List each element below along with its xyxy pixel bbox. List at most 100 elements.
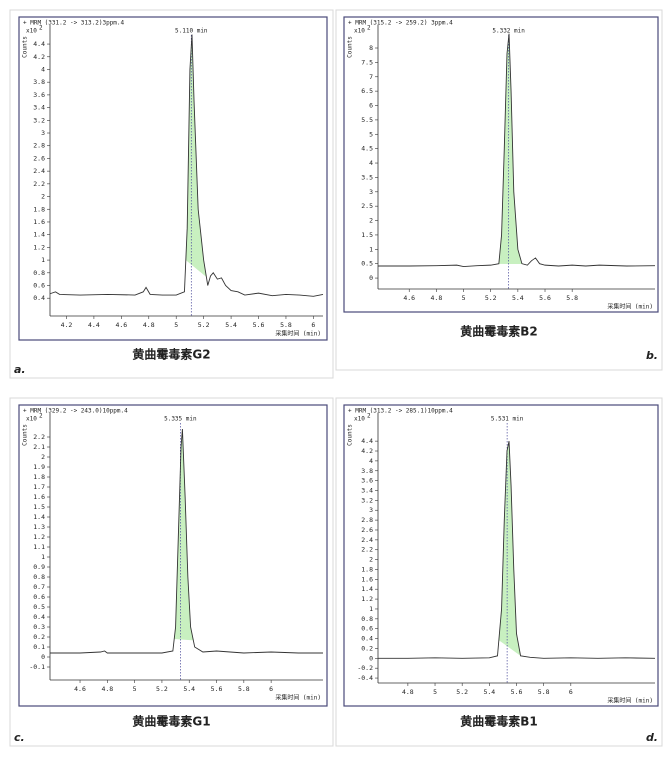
panel-letter: c.: [14, 731, 25, 744]
retention-label: 5.110 min: [175, 28, 208, 35]
y-tick-label: 1.5: [33, 503, 45, 511]
y-tick-label: 3.8: [361, 467, 373, 475]
x-tick-label: 5: [433, 688, 437, 696]
y-exponent: 2: [367, 413, 371, 420]
x-tick-label: 5.6: [211, 685, 223, 693]
y-tick-label: 2: [41, 193, 45, 201]
x-tick-label: 5.4: [225, 321, 237, 329]
x-tick-label: 4.6: [115, 321, 127, 329]
panel-letter: b.: [646, 349, 658, 362]
y-axis-label: Counts: [347, 36, 354, 58]
x-tick-label: 5.4: [512, 294, 524, 302]
y-tick-label: 7: [369, 73, 373, 81]
y-tick-label: 2.2: [361, 546, 373, 554]
x-tick-label: 5.2: [485, 294, 497, 302]
y-tick-label: 2.1: [33, 443, 45, 451]
x-tick-label: 4.6: [74, 685, 86, 693]
panel-border: [9, 397, 334, 747]
y-tick-label: 3: [41, 129, 45, 137]
y-tick-label: 0.2: [33, 633, 45, 641]
chart-header: + MRM (331.2 -> 313.2)3ppm.4: [23, 20, 125, 27]
x-tick-label: 5.8: [538, 688, 550, 696]
y-tick-label: 2.8: [361, 516, 373, 524]
y-tick-label: 1.6: [361, 575, 373, 583]
y-tick-label: 2.6: [361, 526, 373, 534]
y-exponent: 2: [39, 25, 43, 32]
panel-caption: 黄曲霉毒素G1: [132, 714, 210, 729]
y-tick-label: 1.6: [33, 493, 45, 501]
x-axis-label: 采集时间 (min): [275, 330, 321, 338]
panel-caption: 黄曲霉毒素G2: [132, 347, 210, 362]
y-tick-label: 4: [41, 65, 45, 73]
panel-border: [9, 9, 334, 379]
y-tick-label: 0.6: [33, 593, 45, 601]
y-tick-label: 1: [369, 245, 373, 253]
y-tick-label: -0.1: [29, 663, 45, 671]
x-tick-label: 5.2: [198, 321, 210, 329]
y-tick-label: 0.8: [361, 615, 373, 623]
y-scale: x10: [26, 28, 37, 35]
chromatogram-line: [378, 441, 656, 659]
y-tick-label: 3.4: [33, 104, 45, 112]
y-tick-label: 0.8: [33, 269, 45, 277]
y-tick-label: 1.2: [361, 595, 373, 603]
y-tick-label: 1.3: [33, 523, 45, 531]
x-axis-label: 采集时间 (min): [607, 697, 653, 705]
x-tick-label: 6: [311, 321, 315, 329]
y-tick-label: 0.4: [361, 635, 373, 643]
y-tick-label: 0.6: [33, 282, 45, 290]
y-scale: x10: [26, 416, 37, 423]
x-axis-label: 采集时间 (min): [607, 303, 653, 311]
chart-header: + MRM (315.2 -> 259.2) 3ppm.4: [348, 20, 453, 27]
x-tick-label: 5: [462, 294, 466, 302]
y-scale: x10: [354, 28, 365, 35]
y-tick-label: 2: [369, 556, 373, 564]
y-tick-label: 3.8: [33, 78, 45, 86]
y-tick-label: 0.5: [33, 603, 45, 611]
peak-area: [174, 429, 194, 641]
y-tick-label: 0.2: [361, 644, 373, 652]
y-tick-label: 3.4: [361, 486, 373, 494]
retention-label: 5.335 min: [164, 416, 197, 423]
x-axis-label: 采集时间 (min): [275, 694, 321, 702]
x-tick-label: 5.2: [156, 685, 168, 693]
plot-frame: [343, 404, 659, 707]
y-tick-label: 6.5: [361, 87, 373, 95]
x-tick-label: 5.6: [511, 688, 523, 696]
y-tick-label: 2.5: [361, 202, 373, 210]
x-tick-label: 5.8: [280, 321, 292, 329]
x-tick-label: 4.8: [431, 294, 443, 302]
x-tick-label: 5: [133, 685, 137, 693]
y-scale: x10: [354, 416, 365, 423]
plot-frame: [18, 16, 328, 341]
y-tick-label: 1.4: [33, 513, 45, 521]
y-tick-label: 3.2: [33, 116, 45, 124]
x-tick-label: 4.4: [88, 321, 100, 329]
x-tick-label: 5.6: [253, 321, 265, 329]
y-tick-label: 4: [369, 159, 373, 167]
x-tick-label: 5: [174, 321, 178, 329]
panel-border: [335, 9, 663, 371]
retention-label: 5.332 min: [492, 28, 525, 35]
y-tick-label: 1.8: [33, 473, 45, 481]
y-tick-label: 0.7: [33, 583, 45, 591]
y-tick-label: 2.4: [361, 536, 373, 544]
y-tick-label: 4.2: [361, 447, 373, 455]
y-tick-label: 3.2: [361, 496, 373, 504]
y-tick-label: 0.5: [361, 260, 373, 268]
y-tick-label: 1.9: [33, 463, 45, 471]
x-tick-label: 5.4: [483, 688, 495, 696]
panel-letter: a.: [14, 363, 26, 376]
y-tick-label: 1.1: [33, 543, 45, 551]
y-tick-label: 2.2: [33, 433, 45, 441]
y-tick-label: 5: [369, 130, 373, 138]
x-tick-label: 4.8: [101, 685, 113, 693]
y-tick-label: 2.6: [33, 154, 45, 162]
y-exponent: 2: [367, 25, 371, 32]
chromatogram-line: [50, 428, 323, 654]
y-tick-label: 1.8: [33, 205, 45, 213]
y-tick-label: 0.4: [33, 613, 45, 621]
panel-border: [335, 397, 663, 747]
y-tick-label: 1.7: [33, 483, 45, 491]
